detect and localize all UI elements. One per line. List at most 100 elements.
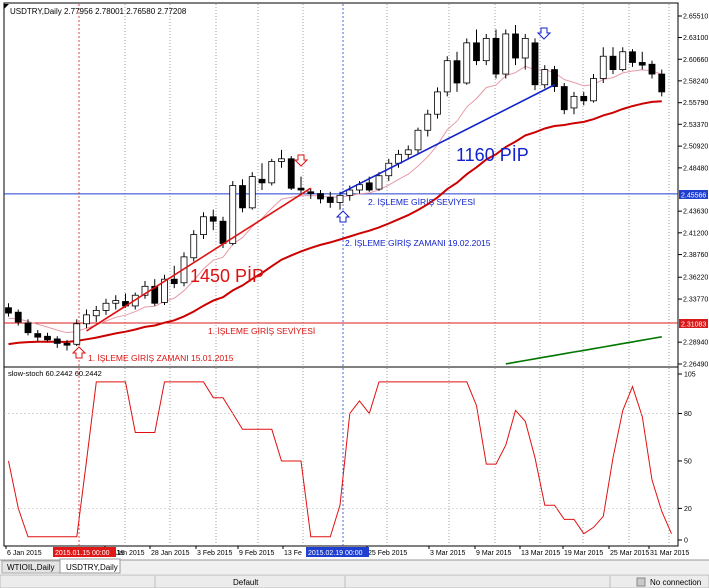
candle [53,336,61,348]
candle-body [658,73,666,93]
candle-body [44,335,51,341]
candle-body [200,216,207,235]
candle [434,87,441,119]
candle [404,145,412,159]
candle-body [434,91,441,115]
candle-body [248,176,256,209]
candle-body [287,158,295,189]
candle [200,212,207,240]
candle [453,51,461,92]
candle [599,47,607,83]
sell-arrow-icon [293,154,309,167]
candle [151,279,159,306]
candle-body [73,323,81,345]
candle [24,319,32,336]
candle-body [326,196,334,203]
candle-body [424,113,432,131]
candle-body [648,63,656,75]
candle [648,60,656,79]
candle [502,29,510,79]
candle-body [53,338,61,344]
time-label: 28 Jan 2015 [151,550,190,557]
price-label: 2.60660 [683,57,708,64]
candle-body [278,158,285,162]
candle-body [531,42,539,86]
price-tag-red [679,319,708,328]
candle-body [414,129,422,151]
candle [424,109,432,137]
candle-body [560,86,568,111]
tab-usdtry[interactable]: USDTRY,Daily [59,558,121,574]
time-label: 3 Mar 2015 [430,550,466,557]
candle-body [638,62,646,66]
main-chart-area[interactable] [3,2,679,368]
candle-body [619,51,627,71]
candle [44,332,51,343]
buy-arrow-icon [71,346,87,359]
tab-wtioil[interactable]: WTIOIL,Daily [1,560,61,574]
candle [112,295,120,310]
indicator-axis-label: 80 [684,411,692,418]
candle [287,156,295,190]
trendline-1 [86,187,312,332]
price-label: 2.58240 [683,78,708,85]
candle [492,29,500,79]
candle-body [209,216,217,222]
price-tag-blue [679,190,708,199]
chart-menu-icon[interactable] [4,4,9,9]
time-label: 22 Jan 2015 [106,550,145,557]
time-label: 25 Mar 2015 [610,550,649,557]
indicator-area[interactable] [3,366,679,547]
price-label: 2.55790 [683,100,708,107]
candle [638,51,646,70]
candle-body [151,285,159,304]
buy-arrow-icon [335,210,351,223]
time-marker-2: 2015.02.19 00:00 [308,550,363,557]
price-label: 2.38760 [683,252,708,259]
entry-time-1-label: 1. İŞLEME GİRİŞ ZAMANI 15.01.2015 [88,353,234,363]
candle [73,319,81,347]
candle [268,158,276,186]
candle [14,309,22,326]
candle-body [229,185,237,244]
candle-body [34,333,42,338]
time-label: 9 Mar 2015 [476,550,512,557]
candle [629,49,636,67]
candle [414,127,422,155]
candle [482,33,490,66]
candle-body [92,309,100,317]
candle [161,274,168,306]
candle [560,82,568,115]
price-label: 2.33770 [683,297,708,304]
time-marker-1: 2015.01.15 00:00 [55,550,110,557]
status-profile: Default [233,578,259,587]
candle-body [482,37,490,62]
candle [102,298,110,315]
entry-level-2-label: 2. İŞLEME GİRİŞ SEVİYESİ [368,197,475,207]
price-label: 2.41200 [683,230,708,237]
candle [63,339,71,351]
candle-body [83,314,90,325]
indicator-axis-label: 105 [684,372,696,379]
candle-body [24,322,32,334]
candle-body [258,178,266,184]
price-label: 2.48480 [683,165,708,172]
candle-body [5,307,12,314]
price-tag-red-text: 2.31083 [681,322,706,329]
sell-arrow-icon [536,27,552,40]
entry-level-1-label: 1. İŞLEME GİRİŞ SEVİYESİ [208,326,315,336]
candle [297,176,305,195]
candle [551,66,558,92]
candle-body [180,256,188,284]
candle-body [161,278,168,303]
candle-body [580,95,588,102]
candle [609,47,617,75]
candle [580,91,588,106]
time-marker-1-bg [53,547,116,557]
candle-body [14,311,22,323]
candle-body [443,60,451,93]
price-label: 2.43630 [683,209,708,216]
candle-body [307,191,315,194]
candle-body [599,55,607,79]
